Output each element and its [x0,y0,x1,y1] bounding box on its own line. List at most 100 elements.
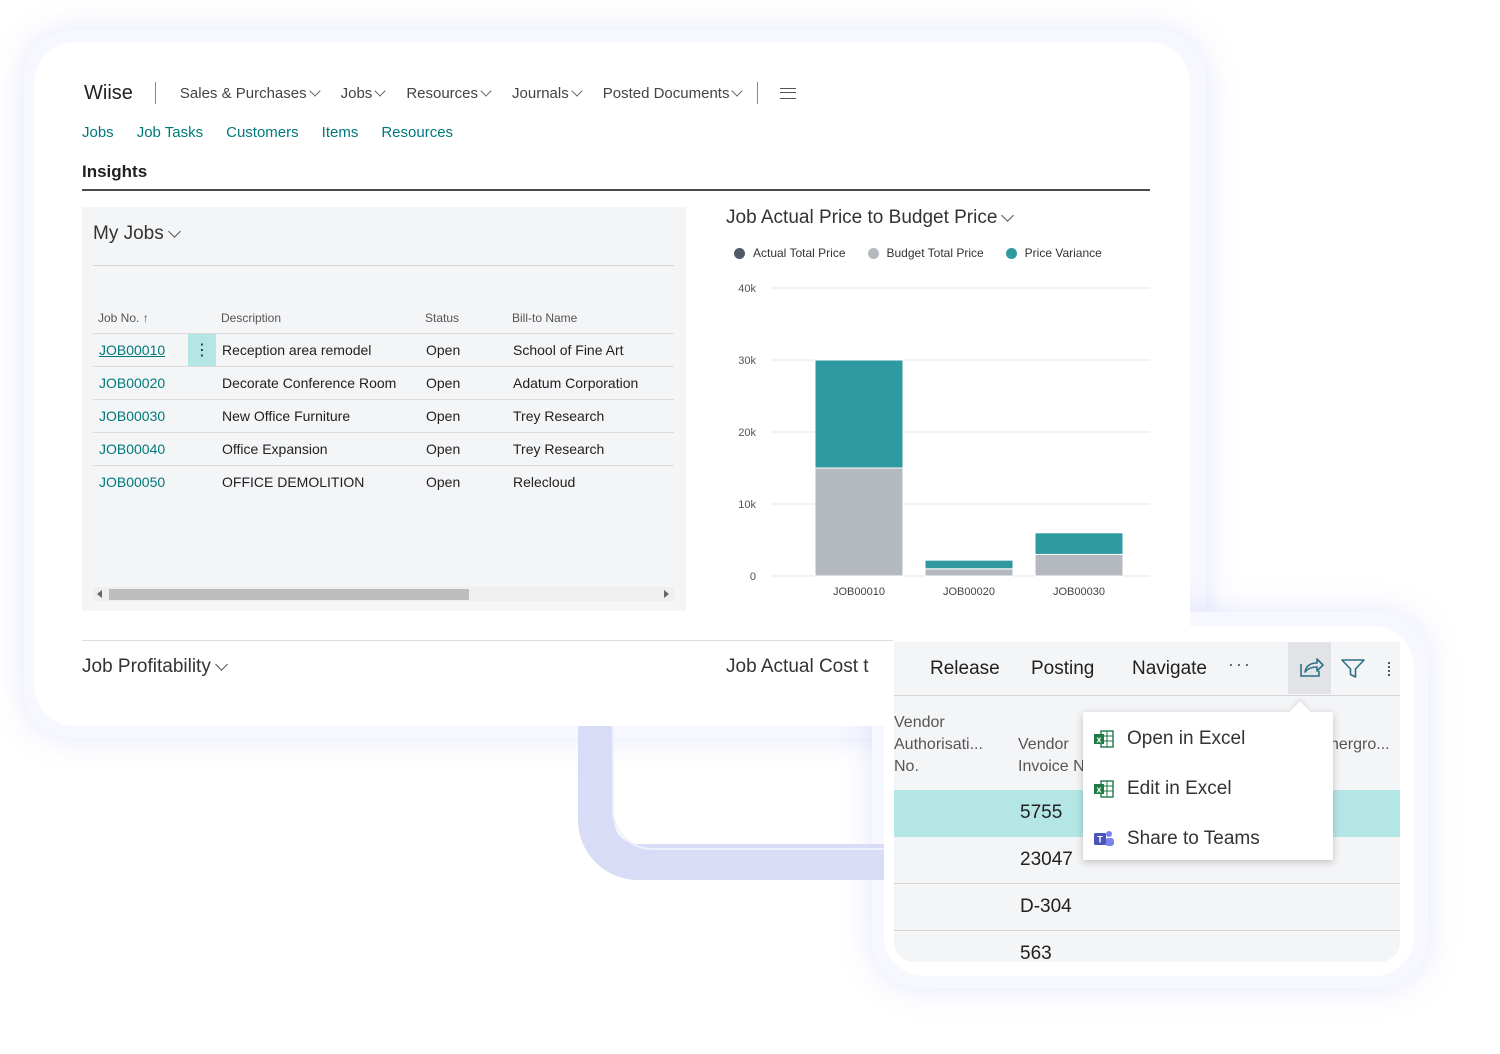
share-to-teams-item[interactable]: T Share to Teams [1093,824,1260,854]
job-no-link[interactable]: JOB00040 [93,432,188,466]
divider [93,265,674,266]
legend-item-actual[interactable]: Actual Total Price [734,246,846,260]
chevron-down-icon [167,225,181,238]
scrollbar-thumb[interactable] [109,589,469,600]
job-actual-cost-title[interactable]: Job Actual Cost t [726,656,869,677]
x-tick-label: JOB00010 [833,586,885,598]
list-view-icon[interactable] [1388,662,1396,676]
my-jobs-table: Job No. ↑ Description Status Bill-to Nam… [93,311,674,498]
floating-panel: Release Posting Navigate ··· Vendor Auth… [884,626,1414,976]
sublink-customers[interactable]: Customers [226,124,299,141]
sub-navigation: Jobs Job Tasks Customers Items Resources [82,124,476,141]
filter-icon[interactable] [1340,658,1366,680]
table-row[interactable]: JOB00040 Office Expansion Open Trey Rese… [93,432,674,466]
svg-text:x: x [1096,785,1101,795]
horizontal-scrollbar[interactable] [93,587,674,601]
table-row[interactable]: JOB00020 Decorate Conference Room Open A… [93,366,674,400]
navigate-button[interactable]: Navigate [1132,658,1207,679]
my-jobs-title[interactable]: My Jobs [93,223,181,245]
column-header-vendor-auth[interactable]: Vendor Authorisati... No. [894,714,983,775]
legend-dot [867,247,879,259]
job-description: Decorate Conference Room [216,366,420,400]
column-header-partial[interactable]: nergro... [1330,736,1390,753]
vendor-invoice-value: D-304 [1020,896,1072,917]
brand-name: Wiise [84,81,133,104]
job-no-link[interactable]: JOB00050 [99,473,166,490]
legend-dot [734,247,745,259]
chevron-down-icon [731,84,744,97]
table-row[interactable]: JOB00050 OFFICE DEMOLITION Open Releclou… [93,465,674,498]
legend-label: Actual Total Price [753,246,846,260]
job-status: Open [420,432,507,466]
chart-title[interactable]: Job Actual Price to Budget Price [726,207,1015,229]
teams-icon: T [1094,831,1114,846]
job-bill-to: Adatum Corporation [507,366,674,400]
legend-label: Budget Total Price [886,246,984,260]
x-tick-label: JOB00020 [943,586,995,598]
sublink-items[interactable]: Items [321,124,359,141]
job-profitability-title[interactable]: Job Profitability [82,656,228,678]
excel-icon: x [1094,780,1114,798]
column-header-vendor-invoice[interactable]: Vendor Invoice N [1018,736,1085,775]
nav-posted-documents[interactable]: Posted Documents [603,84,744,102]
y-tick-label: 40k [738,283,756,295]
row-spacer [188,366,216,400]
release-button[interactable]: Release [930,658,1000,679]
list-row[interactable]: D-304 [894,884,1400,931]
job-no-link[interactable]: JOB00030 [93,399,188,433]
legend-item-variance[interactable]: Price Variance [1005,246,1102,260]
sublink-resources[interactable]: Resources [381,124,454,141]
job-status: Open [420,399,507,433]
table-row[interactable]: JOB00010 ⋮ Reception area remodel Open S… [93,333,674,367]
job-description: Office Expansion [216,432,420,466]
divider [82,640,1150,641]
list-row[interactable]: 23047 [894,837,1400,884]
legend-item-budget[interactable]: Budget Total Price [867,246,984,260]
job-status: Open [426,473,461,490]
posting-button[interactable]: Posting [1031,658,1095,679]
legend-dot [1005,247,1017,259]
job-status: Open [420,366,507,400]
nav-divider [757,82,759,104]
chevron-down-icon [571,84,583,97]
row-actions-icon[interactable]: ⋮ [188,333,216,367]
scroll-right-icon[interactable] [664,590,669,598]
svg-text:T: T [1097,835,1103,845]
column-header-bill-to-name[interactable]: Bill-to Name [507,311,674,334]
nav-sales-purchases[interactable]: Sales & Purchases [180,85,321,102]
column-header-status[interactable]: Status [420,311,507,334]
svg-text:x: x [1096,735,1101,745]
share-button[interactable] [1288,642,1331,694]
column-header-description[interactable]: Description [216,311,420,334]
row-spacer [188,399,216,433]
nav-divider [154,82,156,104]
job-bill-to: Relecloud [513,473,576,490]
sublink-jobs[interactable]: Jobs [82,124,114,141]
bar-segment[interactable] [1034,553,1124,577]
edit-in-excel-item[interactable]: x Edit in Excel [1093,774,1232,804]
bar-segment[interactable] [924,559,1014,570]
table-row[interactable]: JOB00030 New Office Furniture Open Trey … [93,399,674,433]
scroll-left-icon[interactable] [97,590,102,598]
bar-segment[interactable] [814,359,904,469]
chevron-down-icon [374,84,386,97]
menu-icon[interactable] [780,87,797,99]
nav-journals[interactable]: Journals [512,84,583,102]
y-tick-label: 0 [750,571,756,583]
column-header-job-no[interactable]: Job No. ↑ [93,311,188,334]
job-no-link[interactable]: JOB00010 [93,333,188,367]
sublink-job-tasks[interactable]: Job Tasks [136,124,204,141]
more-options-icon[interactable]: ··· [1228,654,1252,674]
bar-segment[interactable] [1034,532,1124,555]
section-rule [82,189,1150,191]
bar-segment[interactable] [814,467,904,577]
list-row[interactable]: 563 [894,931,1400,962]
job-bill-to: School of Fine Art [507,333,674,367]
open-in-excel-item[interactable]: x Open in Excel [1093,724,1245,754]
nav-resources[interactable]: Resources [406,85,492,102]
nav-jobs[interactable]: Jobs [341,84,386,102]
job-no-link[interactable]: JOB00020 [93,366,188,400]
bar-segment[interactable] [924,568,1014,577]
job-bill-to: Trey Research [507,399,674,433]
vendor-invoice-value: 23047 [1020,849,1073,870]
